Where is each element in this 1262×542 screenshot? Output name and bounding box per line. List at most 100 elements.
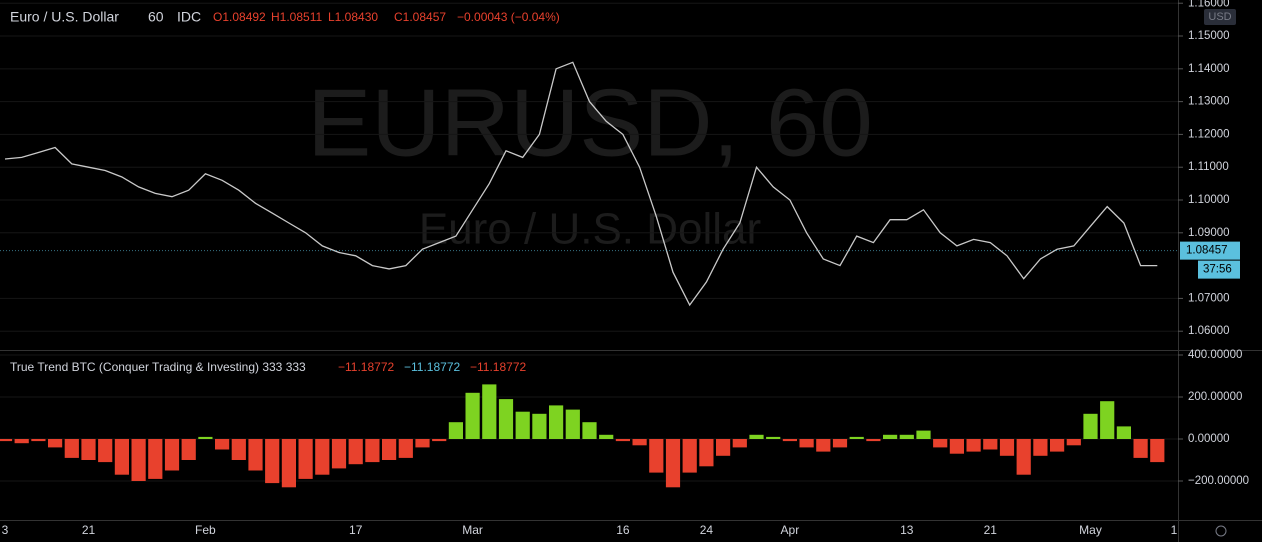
histogram-bar — [732, 439, 747, 448]
y-tick-label: 1.14000 — [1188, 63, 1230, 75]
histogram-bar — [716, 439, 731, 456]
y-tick-label: 1.15000 — [1188, 30, 1230, 42]
x-tick-label: 21 — [984, 523, 998, 537]
y-tick-label: 1.06000 — [1188, 325, 1230, 337]
histogram-bar — [565, 409, 580, 440]
histogram-bar — [348, 439, 363, 465]
ohlc-high: H1.08511 — [271, 10, 322, 24]
histogram-bar — [515, 411, 530, 440]
histogram-bar — [899, 434, 914, 440]
ohlc-open: O1.08492 — [213, 10, 266, 24]
x-tick-label: Feb — [195, 523, 216, 537]
histogram-bar — [98, 439, 113, 463]
indicator-title: True Trend BTC (Conquer Trading & Invest… — [10, 360, 306, 374]
histogram-bar — [448, 422, 463, 440]
histogram-bar — [148, 439, 163, 479]
y-tick-label: 0.00000 — [1188, 433, 1230, 445]
histogram-bar — [198, 436, 213, 440]
x-tick-label: May — [1079, 523, 1102, 537]
histogram-bar — [999, 439, 1015, 456]
histogram-bar — [231, 439, 246, 461]
histogram-bar — [582, 422, 597, 440]
histogram-bar — [532, 413, 547, 440]
histogram-bar — [181, 439, 196, 461]
y-tick-label: 1.13000 — [1188, 96, 1230, 108]
y-tick-label: 1.09000 — [1188, 227, 1230, 239]
histogram-bar — [866, 439, 881, 442]
histogram-bar — [0, 439, 13, 442]
x-tick-label: 1 — [1171, 523, 1178, 537]
histogram-bar — [498, 399, 514, 440]
watermark-subtitle: Euro / U.S. Dollar — [419, 205, 761, 254]
y-tick-label: 1.07000 — [1188, 292, 1230, 304]
histogram-bar — [983, 439, 998, 450]
histogram-bar — [799, 439, 814, 448]
source: IDC — [177, 9, 201, 25]
histogram-bar — [365, 439, 380, 463]
histogram-bar — [1050, 439, 1065, 452]
currency-badge — [1204, 9, 1236, 25]
x-tick-label: 21 — [82, 523, 96, 537]
y-tick-label: −200.00000 — [1188, 475, 1249, 487]
histogram-bar — [331, 439, 347, 469]
x-tick-label: Mar — [462, 523, 483, 537]
histogram-bar — [1066, 439, 1081, 446]
histogram-bar — [315, 439, 330, 475]
histogram-bar — [482, 384, 497, 440]
histogram-bar — [1033, 439, 1048, 456]
y-tick-label: 1.16000 — [1188, 0, 1230, 9]
histogram-bar — [398, 439, 413, 458]
currency: USD — [1208, 11, 1231, 23]
histogram-bar — [816, 439, 831, 452]
countdown: 37:56 — [1203, 264, 1232, 276]
histogram-bar — [766, 436, 781, 440]
histogram-bar — [1016, 439, 1031, 475]
y-tick-label: 200.00000 — [1188, 391, 1242, 403]
histogram-bar — [1133, 439, 1148, 458]
indicator-value: −11.18772 — [470, 360, 526, 374]
histogram-bar — [265, 439, 280, 484]
histogram-bar — [48, 439, 63, 448]
ohlc-close: C1.08457 — [394, 10, 446, 24]
histogram-bar — [64, 439, 79, 458]
histogram-bar — [1150, 439, 1165, 463]
last-price-label: 1.08457 — [1186, 245, 1228, 257]
histogram-bar — [465, 392, 480, 440]
histogram-bar — [832, 439, 848, 448]
y-tick-label: 1.11000 — [1188, 161, 1229, 173]
histogram-bar — [549, 405, 564, 440]
histogram-bar — [81, 439, 96, 461]
histogram-bar — [1083, 413, 1098, 440]
histogram-bar — [14, 439, 29, 444]
y-tick-label: 400.00000 — [1188, 349, 1242, 361]
histogram-bar — [164, 439, 180, 471]
histogram-bar — [248, 439, 263, 471]
histogram-bar — [849, 436, 864, 440]
histogram-bar — [782, 439, 797, 442]
histogram-bar — [682, 439, 697, 473]
countdown-tag — [1198, 260, 1240, 279]
histogram-bar — [649, 439, 664, 473]
histogram-bar — [114, 439, 129, 475]
price-line — [4, 61, 1158, 307]
histogram-bar — [31, 439, 46, 442]
y-tick-label: 1.10000 — [1188, 194, 1230, 206]
indicator-value: −11.18772 — [404, 360, 460, 374]
watermark: EURUSD, 60 — [307, 69, 873, 176]
x-tick-label: 24 — [700, 523, 714, 537]
last-price-tag — [1180, 241, 1240, 260]
histogram-bar — [432, 439, 447, 442]
x-tick-label: 17 — [349, 523, 363, 537]
histogram-bar — [298, 439, 313, 479]
histogram-bar — [131, 439, 146, 482]
histogram-bar — [949, 439, 964, 454]
indicator-value: −11.18772 — [338, 360, 394, 374]
histogram-bar — [215, 439, 230, 450]
histogram-bar — [632, 439, 647, 446]
x-tick-label: 16 — [616, 523, 630, 537]
histogram-bar — [1116, 426, 1131, 440]
histogram-bar — [749, 434, 764, 440]
settings-icon[interactable] — [1215, 525, 1227, 537]
histogram-bar — [883, 434, 898, 440]
change: −0.00043 (−0.04%) — [457, 10, 560, 24]
